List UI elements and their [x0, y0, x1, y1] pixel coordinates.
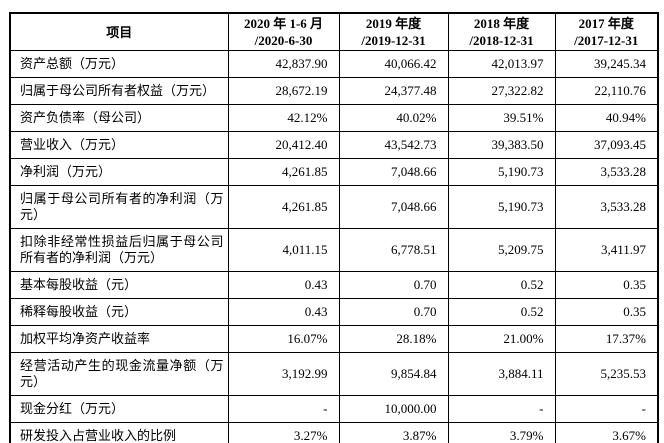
row-label: 资产总额（万元） [9, 50, 229, 78]
table-row: 归属于母公司所有者权益（万元） 28,672.19 24,377.48 27,322.… [9, 77, 659, 105]
value-cell: 24,377.48 [338, 77, 449, 105]
row-label: 稀释每股收益（元） [9, 298, 229, 326]
value-cell: 42.12% [227, 104, 340, 132]
table-row: 资产总额（万元） 42,837.90 40,066.42 42,013.97 39,24… [9, 50, 659, 78]
value-cell: 27,322.82 [447, 77, 556, 105]
value-cell: 20,412.40 [227, 131, 340, 159]
value-cell: 4,011.15 [227, 228, 340, 272]
table-row: 营业收入（万元） 20,412.40 43,542.73 39,383.50 37,09… [9, 131, 659, 159]
table-row: 加权平均净资产收益率 16.07% 28.18% 21.00% 17.37% [9, 325, 659, 353]
header-period-2019: 2019 年度 /2019-12-31 [338, 12, 449, 51]
value-cell: 42,013.97 [447, 50, 556, 78]
header-item-column: 项目 [9, 12, 229, 51]
table-row: 经营活动产生的现金流量净额（万元） 3,192.99 9,854.84 3,884.1… [9, 352, 659, 396]
table-row: 资产负债率（母公司） 42.12% 40.02% 39.51% 40.94% [9, 104, 659, 132]
financial-summary-table: 项目 2020 年 1-6 月 /2020-6-30 2019 年度 /2019… [9, 12, 659, 443]
value-cell: 7,048.66 [338, 185, 449, 229]
value-cell: 0.43 [227, 298, 340, 326]
header-period-line1: 2019 年度 [365, 16, 422, 31]
header-period-line1: 2020 年 1-6 月 [243, 16, 324, 31]
table-row: 基本每股收益（元） 0.43 0.70 0.52 0.35 [9, 271, 659, 299]
value-cell: - [554, 395, 659, 423]
value-cell: - [227, 395, 340, 423]
row-label: 研发投入占营业收入的比例 [9, 422, 229, 443]
row-label: 加权平均净资产收益率 [9, 325, 229, 353]
value-cell: 5,235.53 [554, 352, 659, 396]
value-cell: 0.35 [554, 298, 659, 326]
value-cell: 40.94% [554, 104, 659, 132]
table-row: 研发投入占营业收入的比例 3.27% 3.87% 3.79% 3.67% [9, 422, 659, 443]
value-cell: 0.35 [554, 271, 659, 299]
row-label: 归属于母公司所有者的净利润（万元） [9, 185, 229, 229]
value-cell: 4,261.85 [227, 158, 340, 186]
value-cell: 28,672.19 [227, 77, 340, 105]
value-cell: 43,542.73 [338, 131, 449, 159]
value-cell: 0.43 [227, 271, 340, 299]
header-period-line1: 2017 年度 [578, 16, 634, 31]
table-row: 净利润（万元） 4,261.85 7,048.66 5,190.73 3,533.28 [9, 158, 659, 186]
table-body: 资产总额（万元） 42,837.90 40,066.42 42,013.97 39,24… [9, 50, 659, 443]
value-cell: 3,884.11 [447, 352, 556, 396]
table-row: 扣除非经常性损益后归属于母公司所有者的净利润（万元） 4,011.15 6,778.… [9, 228, 659, 272]
table-row: 归属于母公司所有者的净利润（万元） 4,261.85 7,048.66 5,190.7… [9, 185, 659, 229]
value-cell: 5,190.73 [447, 158, 556, 186]
value-cell: 40.02% [338, 104, 449, 132]
table-row: 现金分红（万元） -10,000.00- - [9, 395, 659, 423]
value-cell: 3.79% [447, 422, 556, 443]
value-cell: 39,245.34 [554, 50, 659, 78]
table-row: 稀释每股收益（元） 0.43 0.70 0.52 0.35 [9, 298, 659, 326]
value-cell: 9,854.84 [338, 352, 449, 396]
header-period-2020: 2020 年 1-6 月 /2020-6-30 [227, 12, 340, 51]
value-cell: 40,066.42 [338, 50, 449, 78]
value-cell: 0.52 [447, 298, 556, 326]
value-cell: 0.52 [447, 271, 556, 299]
value-cell: 10,000.00 [338, 395, 449, 423]
value-cell: 5,190.73 [447, 185, 556, 229]
row-label: 基本每股收益（元） [9, 271, 229, 299]
value-cell: 5,209.75 [447, 228, 556, 272]
value-cell: 17.37% [554, 325, 659, 353]
header-period-line2: /2018-12-31 [469, 33, 534, 48]
value-cell: 3,533.28 [554, 158, 659, 186]
value-cell: 6,778.51 [338, 228, 449, 272]
value-cell: 3.27% [227, 422, 340, 443]
value-cell: 3.67% [554, 422, 659, 443]
value-cell: 39,383.50 [447, 131, 556, 159]
value-cell: 3,533.28 [554, 185, 659, 229]
value-cell: 3.87% [338, 422, 449, 443]
header-period-line2: /2017-12-31 [574, 33, 639, 48]
header-period-line2: /2019-12-31 [361, 33, 426, 48]
row-label: 净利润（万元） [9, 158, 229, 186]
header-period-line1: 2018 年度 [473, 16, 530, 31]
header-period-2018: 2018 年度 /2018-12-31 [447, 12, 556, 51]
header-period-2017: 2017 年度 /2017-12-31 [554, 12, 659, 51]
header-row: 项目 2020 年 1-6 月 /2020-6-30 2019 年度 /2019… [9, 12, 659, 51]
value-cell: 42,837.90 [227, 50, 340, 78]
row-label: 扣除非经常性损益后归属于母公司所有者的净利润（万元） [9, 228, 229, 272]
value-cell: 0.70 [338, 298, 449, 326]
value-cell: 39.51% [447, 104, 556, 132]
row-label: 现金分红（万元） [9, 395, 229, 423]
row-label: 资产负债率（母公司） [9, 104, 229, 132]
value-cell: 7,048.66 [338, 158, 449, 186]
value-cell: 22,110.76 [554, 77, 659, 105]
value-cell: - [447, 395, 556, 423]
row-label: 归属于母公司所有者权益（万元） [9, 77, 229, 105]
value-cell: 28.18% [338, 325, 449, 353]
value-cell: 0.70 [338, 271, 449, 299]
row-label: 营业收入（万元） [9, 131, 229, 159]
value-cell: 3,411.97 [554, 228, 659, 272]
value-cell: 4,261.85 [227, 185, 340, 229]
header-period-line2: /2020-6-30 [254, 33, 313, 48]
value-cell: 37,093.45 [554, 131, 659, 159]
row-label: 经营活动产生的现金流量净额（万元） [9, 352, 229, 396]
value-cell: 16.07% [227, 325, 340, 353]
value-cell: 3,192.99 [227, 352, 340, 396]
value-cell: 21.00% [447, 325, 556, 353]
